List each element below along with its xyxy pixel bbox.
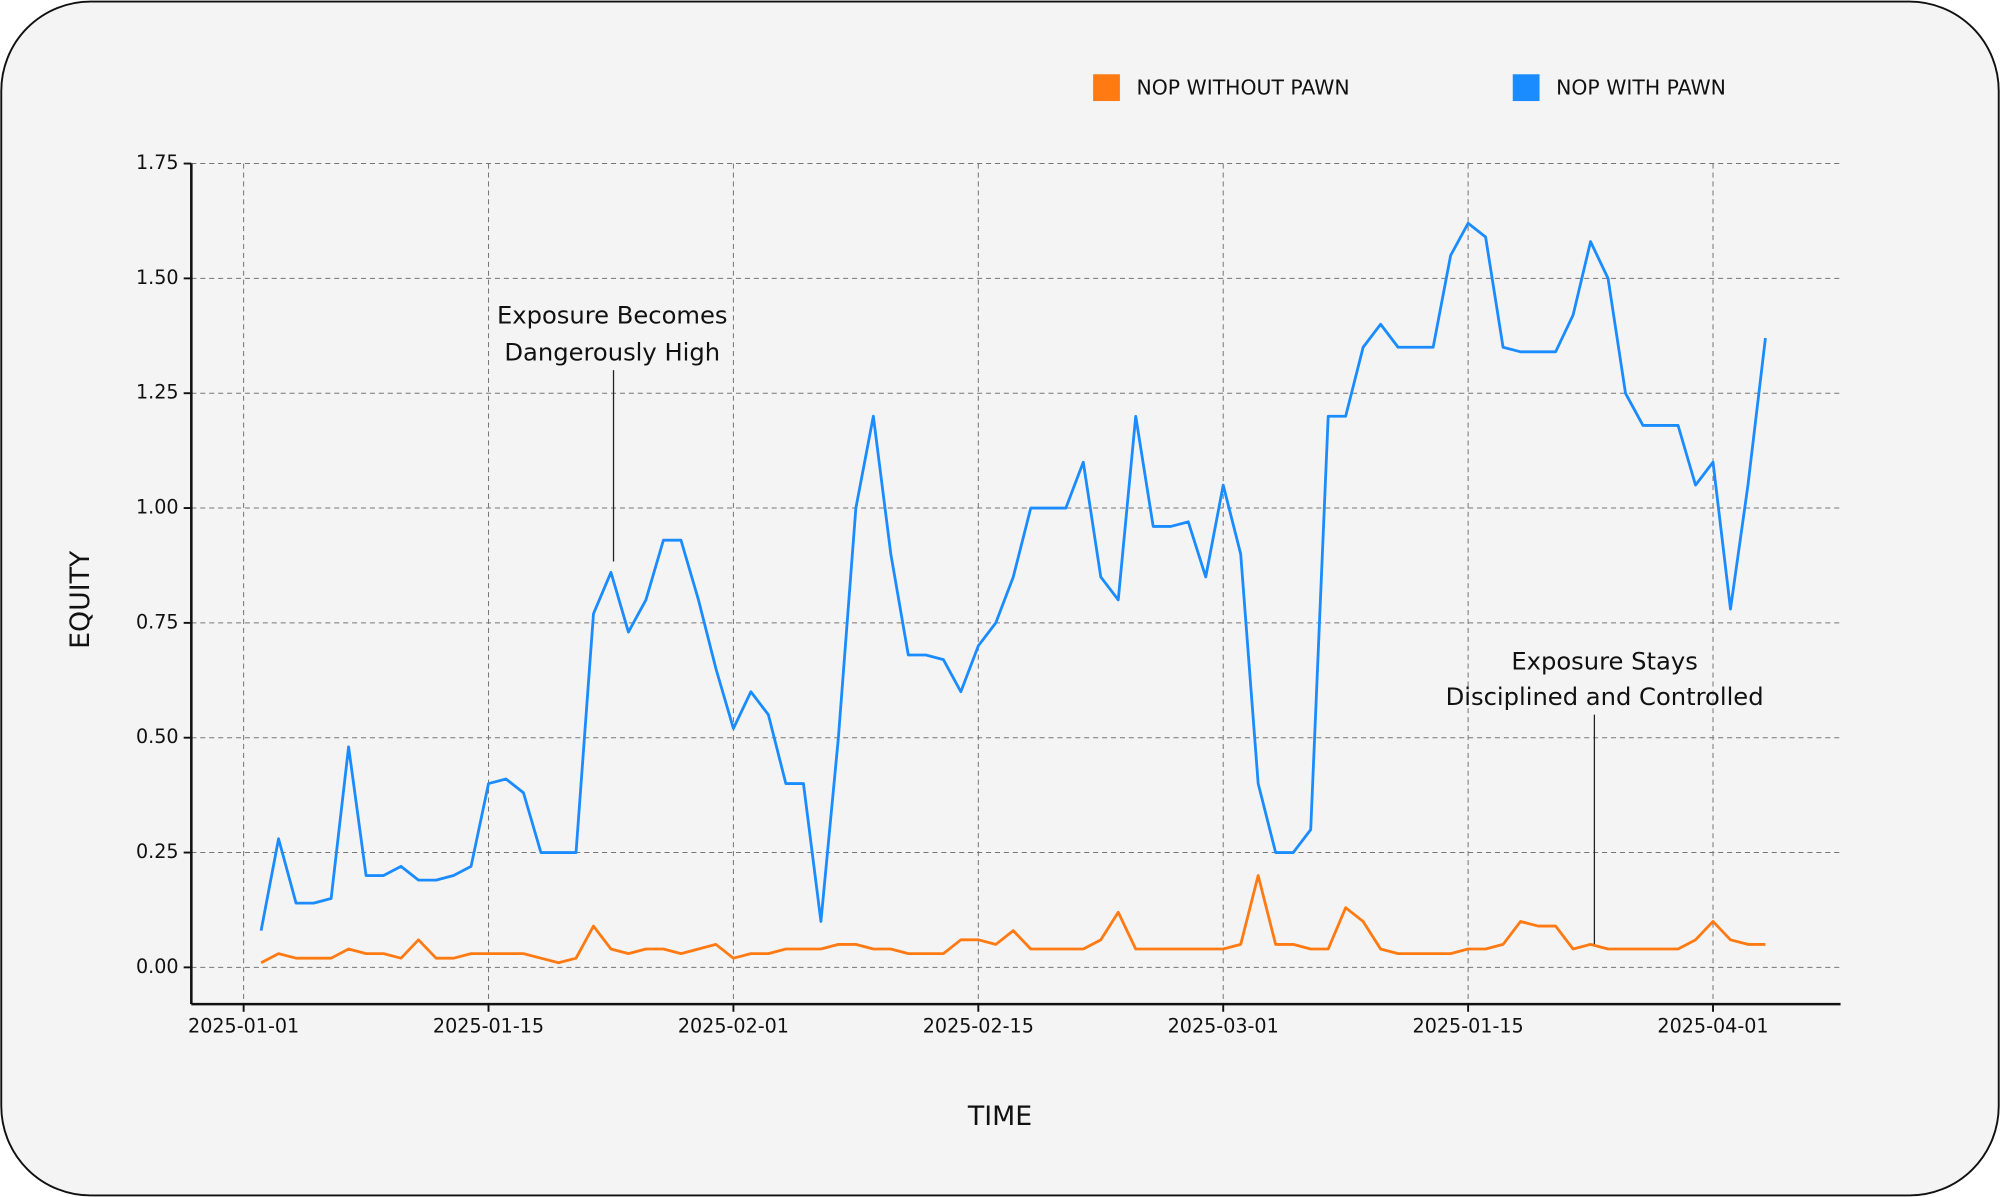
annotation: Exposure Stays (1511, 647, 1697, 675)
y-tick-label: 1.50 (136, 266, 179, 289)
x-tick-label: 2025-02-01 (678, 1015, 789, 1038)
y-axis-label: EQUITY (65, 550, 96, 649)
y-tick-label: 0.25 (136, 840, 179, 863)
x-axis-label: TIME (967, 1101, 1032, 1132)
x-tick-label: 2025-04-01 (1657, 1015, 1768, 1038)
y-tick-label: 0.50 (136, 725, 179, 748)
y-tick-label: 0.75 (136, 610, 179, 633)
annotation: Exposure Becomes (497, 302, 728, 330)
x-tick-label: 2025-01-15 (433, 1015, 544, 1038)
line-series (259, 221, 1767, 931)
legend-swatch (1093, 74, 1120, 102)
line-series (260, 874, 1766, 965)
y-tick-label: 0.00 (136, 955, 179, 978)
legend-label: NOP WITHOUT PAWN (1136, 75, 1349, 99)
annotation: Disciplined and Controlled (1446, 683, 1764, 711)
legend-swatch (1512, 74, 1540, 102)
x-tick-label: 2025-01-01 (188, 1015, 299, 1038)
y-tick-label: 1.75 (136, 151, 179, 174)
x-tick-label: 2025-02-15 (923, 1015, 1034, 1038)
y-tick-label: 1.00 (136, 496, 179, 519)
x-tick-label: 2025-01-15 (1413, 1015, 1524, 1038)
y-tick-label: 1.25 (136, 381, 179, 404)
legend-label: NOP WITH PAWN (1556, 75, 1726, 99)
annotation: Dangerously High (504, 339, 720, 367)
x-tick-label: 2025-03-01 (1168, 1015, 1279, 1038)
